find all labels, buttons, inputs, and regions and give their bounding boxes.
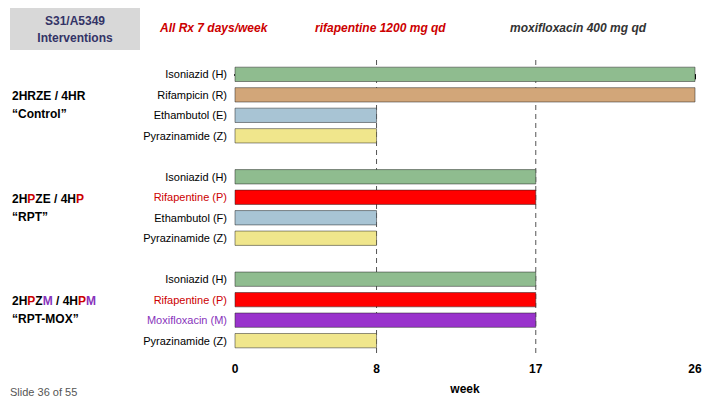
- svg-text:Ethambutol (F): Ethambutol (F): [154, 212, 227, 224]
- svg-text:Z: Z: [36, 89, 43, 103]
- svg-text:/ 4H: / 4H: [53, 294, 78, 308]
- svg-text:2H: 2H: [12, 192, 27, 206]
- svg-text:E: E: [43, 89, 51, 103]
- svg-text:“Control”: “Control”: [12, 107, 67, 121]
- svg-text:E: E: [43, 192, 51, 206]
- svg-text:Isoniazid (H): Isoniazid (H): [165, 171, 227, 183]
- svg-text:Slide 36 of 55: Slide 36 of 55: [10, 386, 77, 398]
- svg-text:Interventions: Interventions: [37, 31, 113, 45]
- svg-text:week: week: [449, 382, 480, 396]
- svg-text:Pyrazinamide (Z): Pyrazinamide (Z): [143, 335, 227, 347]
- svg-text:Isoniazid (H): Isoniazid (H): [165, 273, 227, 285]
- svg-text:/ 4H: / 4H: [51, 192, 76, 206]
- svg-text:P: P: [27, 294, 35, 308]
- svg-text:“RPT-MOX”: “RPT-MOX”: [12, 312, 79, 326]
- svg-text:Pyrazinamide (Z): Pyrazinamide (Z): [143, 130, 227, 142]
- svg-text:Z: Z: [35, 294, 42, 308]
- svg-text:rifapentine 1200 mg qd: rifapentine 1200 mg qd: [315, 21, 446, 35]
- svg-text:8: 8: [373, 362, 380, 376]
- svg-text:Rifampicin (R): Rifampicin (R): [157, 89, 227, 101]
- svg-text:/ 4H: / 4H: [51, 89, 76, 103]
- svg-text:26: 26: [688, 362, 702, 376]
- svg-text:R: R: [27, 89, 36, 103]
- svg-text:P: P: [76, 192, 84, 206]
- svg-text:0: 0: [232, 362, 239, 376]
- svg-text:moxifloxacin 400 mg qd: moxifloxacin 400 mg qd: [510, 21, 647, 35]
- svg-text:2H: 2H: [12, 294, 27, 308]
- svg-text:Z: Z: [35, 192, 42, 206]
- svg-text:Moxifloxacin (M): Moxifloxacin (M): [147, 314, 227, 326]
- svg-text:Isoniazid (H): Isoniazid (H): [165, 68, 227, 80]
- svg-text:2H: 2H: [12, 89, 27, 103]
- svg-text:M: M: [86, 294, 96, 308]
- svg-text:Ethambutol (E): Ethambutol (E): [154, 109, 227, 121]
- svg-text:All Rx 7 days/week: All Rx 7 days/week: [159, 21, 269, 35]
- svg-text:P: P: [27, 192, 35, 206]
- svg-text:M: M: [43, 294, 53, 308]
- svg-text:Pyrazinamide (Z): Pyrazinamide (Z): [143, 232, 227, 244]
- svg-text:Rifapentine (P): Rifapentine (P): [154, 294, 227, 306]
- svg-text:17: 17: [529, 362, 543, 376]
- svg-text:P: P: [78, 294, 86, 308]
- svg-text:S31/A5349: S31/A5349: [45, 14, 105, 28]
- svg-text:Rifapentine (P): Rifapentine (P): [154, 191, 227, 203]
- svg-text:R: R: [77, 89, 86, 103]
- svg-text:“RPT”: “RPT”: [12, 210, 48, 224]
